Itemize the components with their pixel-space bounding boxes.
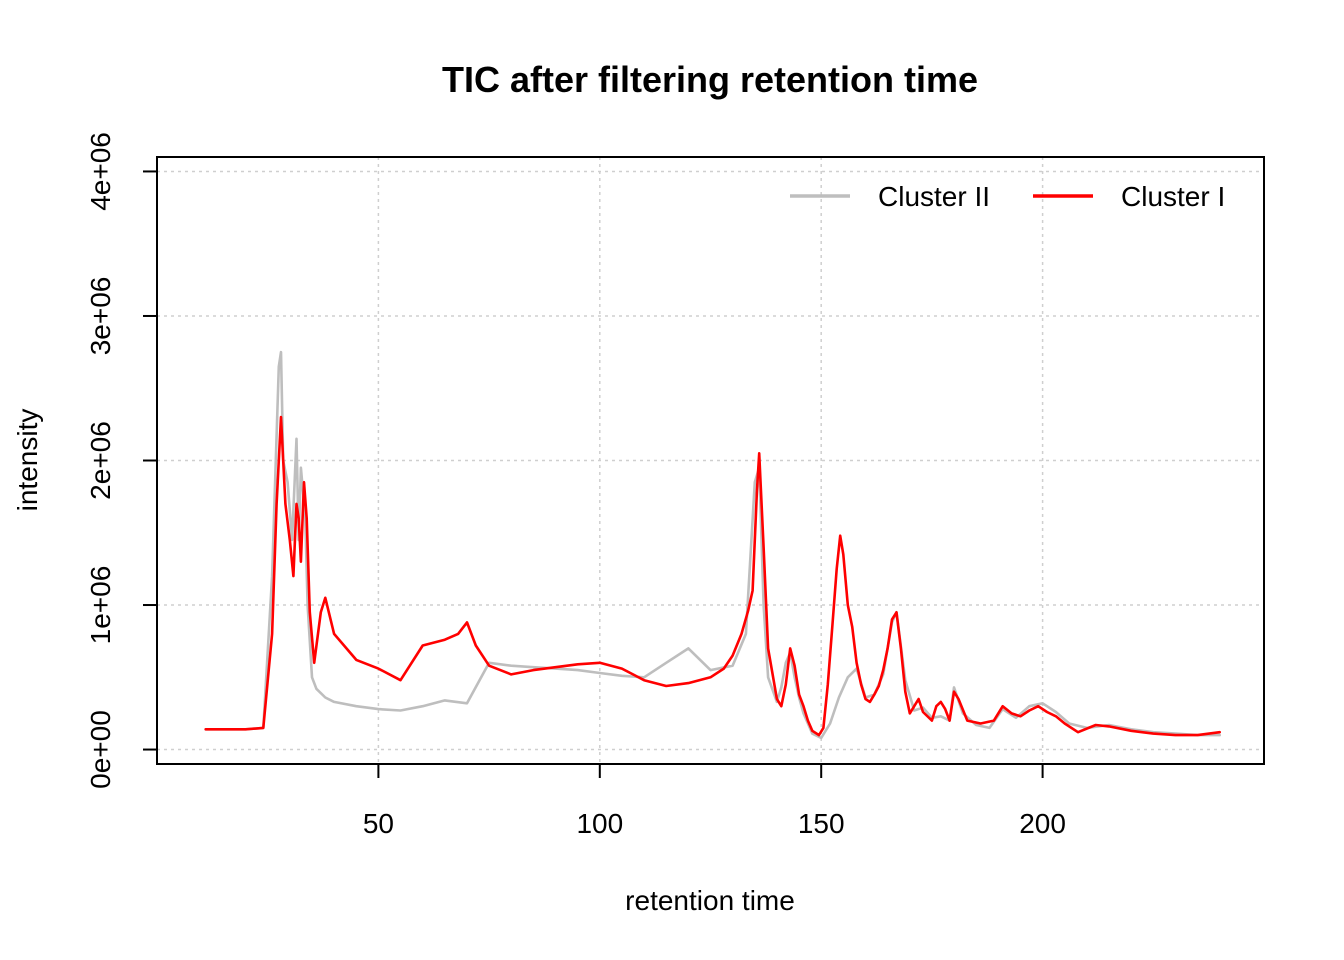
- x-tick-label: 100: [576, 808, 623, 839]
- chart-title: TIC after filtering retention time: [442, 59, 978, 100]
- series-line-cluster-i: [204, 415, 1221, 737]
- y-tick-label: 1e+06: [85, 566, 116, 645]
- x-tick-label: 150: [798, 808, 845, 839]
- legend-label-cluster-ii: Cluster II: [878, 181, 990, 212]
- y-tick-label: 4e+06: [85, 132, 116, 211]
- y-axis: 0e+00 1e+06 2e+06 3e+06 4e+06: [85, 132, 158, 789]
- y-tick-label: 3e+06: [85, 277, 116, 356]
- x-axis: 50 100 150 200: [363, 763, 1066, 839]
- x-tick-label: 50: [363, 808, 394, 839]
- legend: Cluster II Cluster I: [790, 181, 1225, 212]
- y-axis-label: intensity: [12, 409, 43, 512]
- grid-lines: [157, 157, 1264, 764]
- y-tick-label: 2e+06: [85, 421, 116, 500]
- legend-label-cluster-i: Cluster I: [1121, 181, 1225, 212]
- x-tick-label: 200: [1019, 808, 1066, 839]
- series-lines: [204, 350, 1221, 740]
- y-tick-label: 0e+00: [85, 710, 116, 789]
- x-axis-label: retention time: [625, 885, 795, 916]
- series-line-cluster-ii: [204, 350, 1221, 740]
